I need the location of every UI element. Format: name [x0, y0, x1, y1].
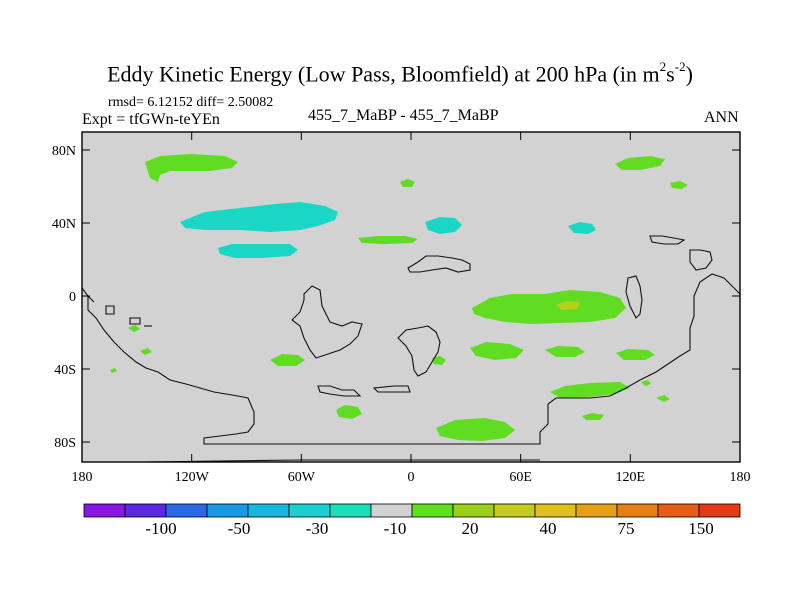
season-label: ANN — [704, 109, 739, 126]
green-region-small-4 — [641, 380, 651, 386]
lat-label-40n: 40N — [52, 217, 76, 232]
lon-label-180w: 180 — [72, 470, 93, 485]
colorbar-swatch — [329, 503, 372, 518]
coastline-antarctica — [145, 459, 540, 463]
coastline-west-edge — [87, 295, 95, 303]
coastline-africa — [397, 325, 441, 377]
teal-region-atlantic — [425, 217, 462, 234]
green-region-siberia — [615, 156, 665, 170]
colorbar-swatch — [657, 503, 700, 518]
experiment-label: Expt = tfGWn-teYEn — [82, 111, 220, 128]
green-region-small-1 — [128, 325, 140, 332]
colorbar-swatch — [575, 503, 618, 518]
colorbar-label: -50 — [228, 519, 251, 538]
green-region-southern-ocean-small — [582, 413, 604, 420]
coastline-ne-asia — [689, 249, 713, 271]
colorbar-swatch — [370, 503, 413, 518]
teal-region-asia — [568, 222, 596, 234]
green-regions — [110, 154, 688, 441]
coastline-island-1 — [105, 305, 115, 315]
green-region-africa-south — [432, 356, 446, 365]
colorbar-swatch — [83, 503, 126, 518]
green-region-indian-ocean — [472, 290, 626, 324]
colorbar-swatch — [124, 503, 167, 518]
coastline-europe — [407, 255, 471, 273]
colorbar-label: 20 — [462, 519, 479, 538]
green-region-europe-small — [400, 179, 415, 187]
teal-region-north-pacific — [180, 202, 338, 232]
colorbar-swatch — [247, 503, 290, 518]
lat-label-80n: 80N — [52, 144, 76, 159]
colorbar-swatch — [165, 503, 208, 518]
coastline-japan — [649, 235, 686, 245]
lon-label-180e: 180 — [730, 470, 751, 485]
green-region-small-5 — [656, 395, 670, 402]
coastline-india — [625, 275, 643, 319]
colorbar-label: -30 — [306, 519, 329, 538]
coastline-weddell — [372, 385, 411, 393]
coastline-antarctic-peninsula — [317, 385, 362, 397]
green-region-north-atlantic — [358, 236, 418, 244]
colorbar-swatch — [452, 503, 495, 518]
coastline-island-2 — [129, 317, 141, 325]
colorbar — [83, 503, 741, 518]
lat-ticks — [82, 149, 740, 443]
teal-region-subtropical-pacific — [218, 244, 298, 258]
colorbar-label: -100 — [145, 519, 176, 538]
colorbar-label: 75 — [618, 519, 635, 538]
colorbar-swatch — [206, 503, 249, 518]
green-region-southern-ocean-east — [550, 382, 630, 398]
colorbar-swatch — [616, 503, 659, 518]
green-region-small-2 — [140, 348, 152, 355]
teal-regions — [180, 202, 596, 258]
coastline-south-america — [291, 285, 363, 359]
colorbar-label: -10 — [384, 519, 407, 538]
green-region-arctic-pacific — [145, 154, 238, 182]
green-region-south-pacific — [270, 354, 305, 366]
colorbar-swatch — [698, 503, 741, 518]
colorbar-swatch — [493, 503, 536, 518]
lon-label-60w: 60W — [288, 470, 316, 485]
lon-label-120w: 120W — [175, 470, 210, 485]
lat-label-80s: 80S — [54, 436, 76, 451]
yellow-green-core — [556, 301, 580, 310]
lon-ticks — [191, 132, 631, 462]
green-region-southern-ocean-west — [436, 418, 515, 441]
colorbar-label: 150 — [688, 519, 714, 538]
lon-label-0: 0 — [408, 470, 415, 485]
coastline-southern-hemisphere — [81, 273, 741, 445]
green-region-south-indian-2 — [545, 346, 585, 357]
green-region-small-3 — [110, 368, 117, 373]
green-region-south-atlantic — [336, 405, 362, 419]
colorbar-labels: -100 -50 -30 -10 20 40 75 150 — [145, 519, 713, 538]
green-region-south-indian-1 — [470, 342, 524, 360]
plot-title: Eddy Kinetic Energy (Low Pass, Bloomfiel… — [107, 59, 693, 87]
lat-label-eq: 0 — [69, 290, 76, 305]
case-label: 455_7_MaBP - 455_7_MaBP — [308, 107, 499, 124]
colorbar-swatch — [534, 503, 577, 518]
coastlines — [81, 235, 741, 463]
colorbar-label: 40 — [540, 519, 557, 538]
colorbar-swatch — [411, 503, 454, 518]
colorbar-swatch — [288, 503, 331, 518]
lon-label-60e: 60E — [509, 470, 532, 485]
lon-label-120e: 120E — [616, 470, 646, 485]
green-region-australia — [616, 349, 655, 360]
rmsd-diff-stats: rmsd= 6.12152 diff= 2.50082 — [108, 95, 274, 110]
green-region-ne-asia — [670, 181, 688, 189]
lat-label-40s: 40S — [54, 363, 76, 378]
